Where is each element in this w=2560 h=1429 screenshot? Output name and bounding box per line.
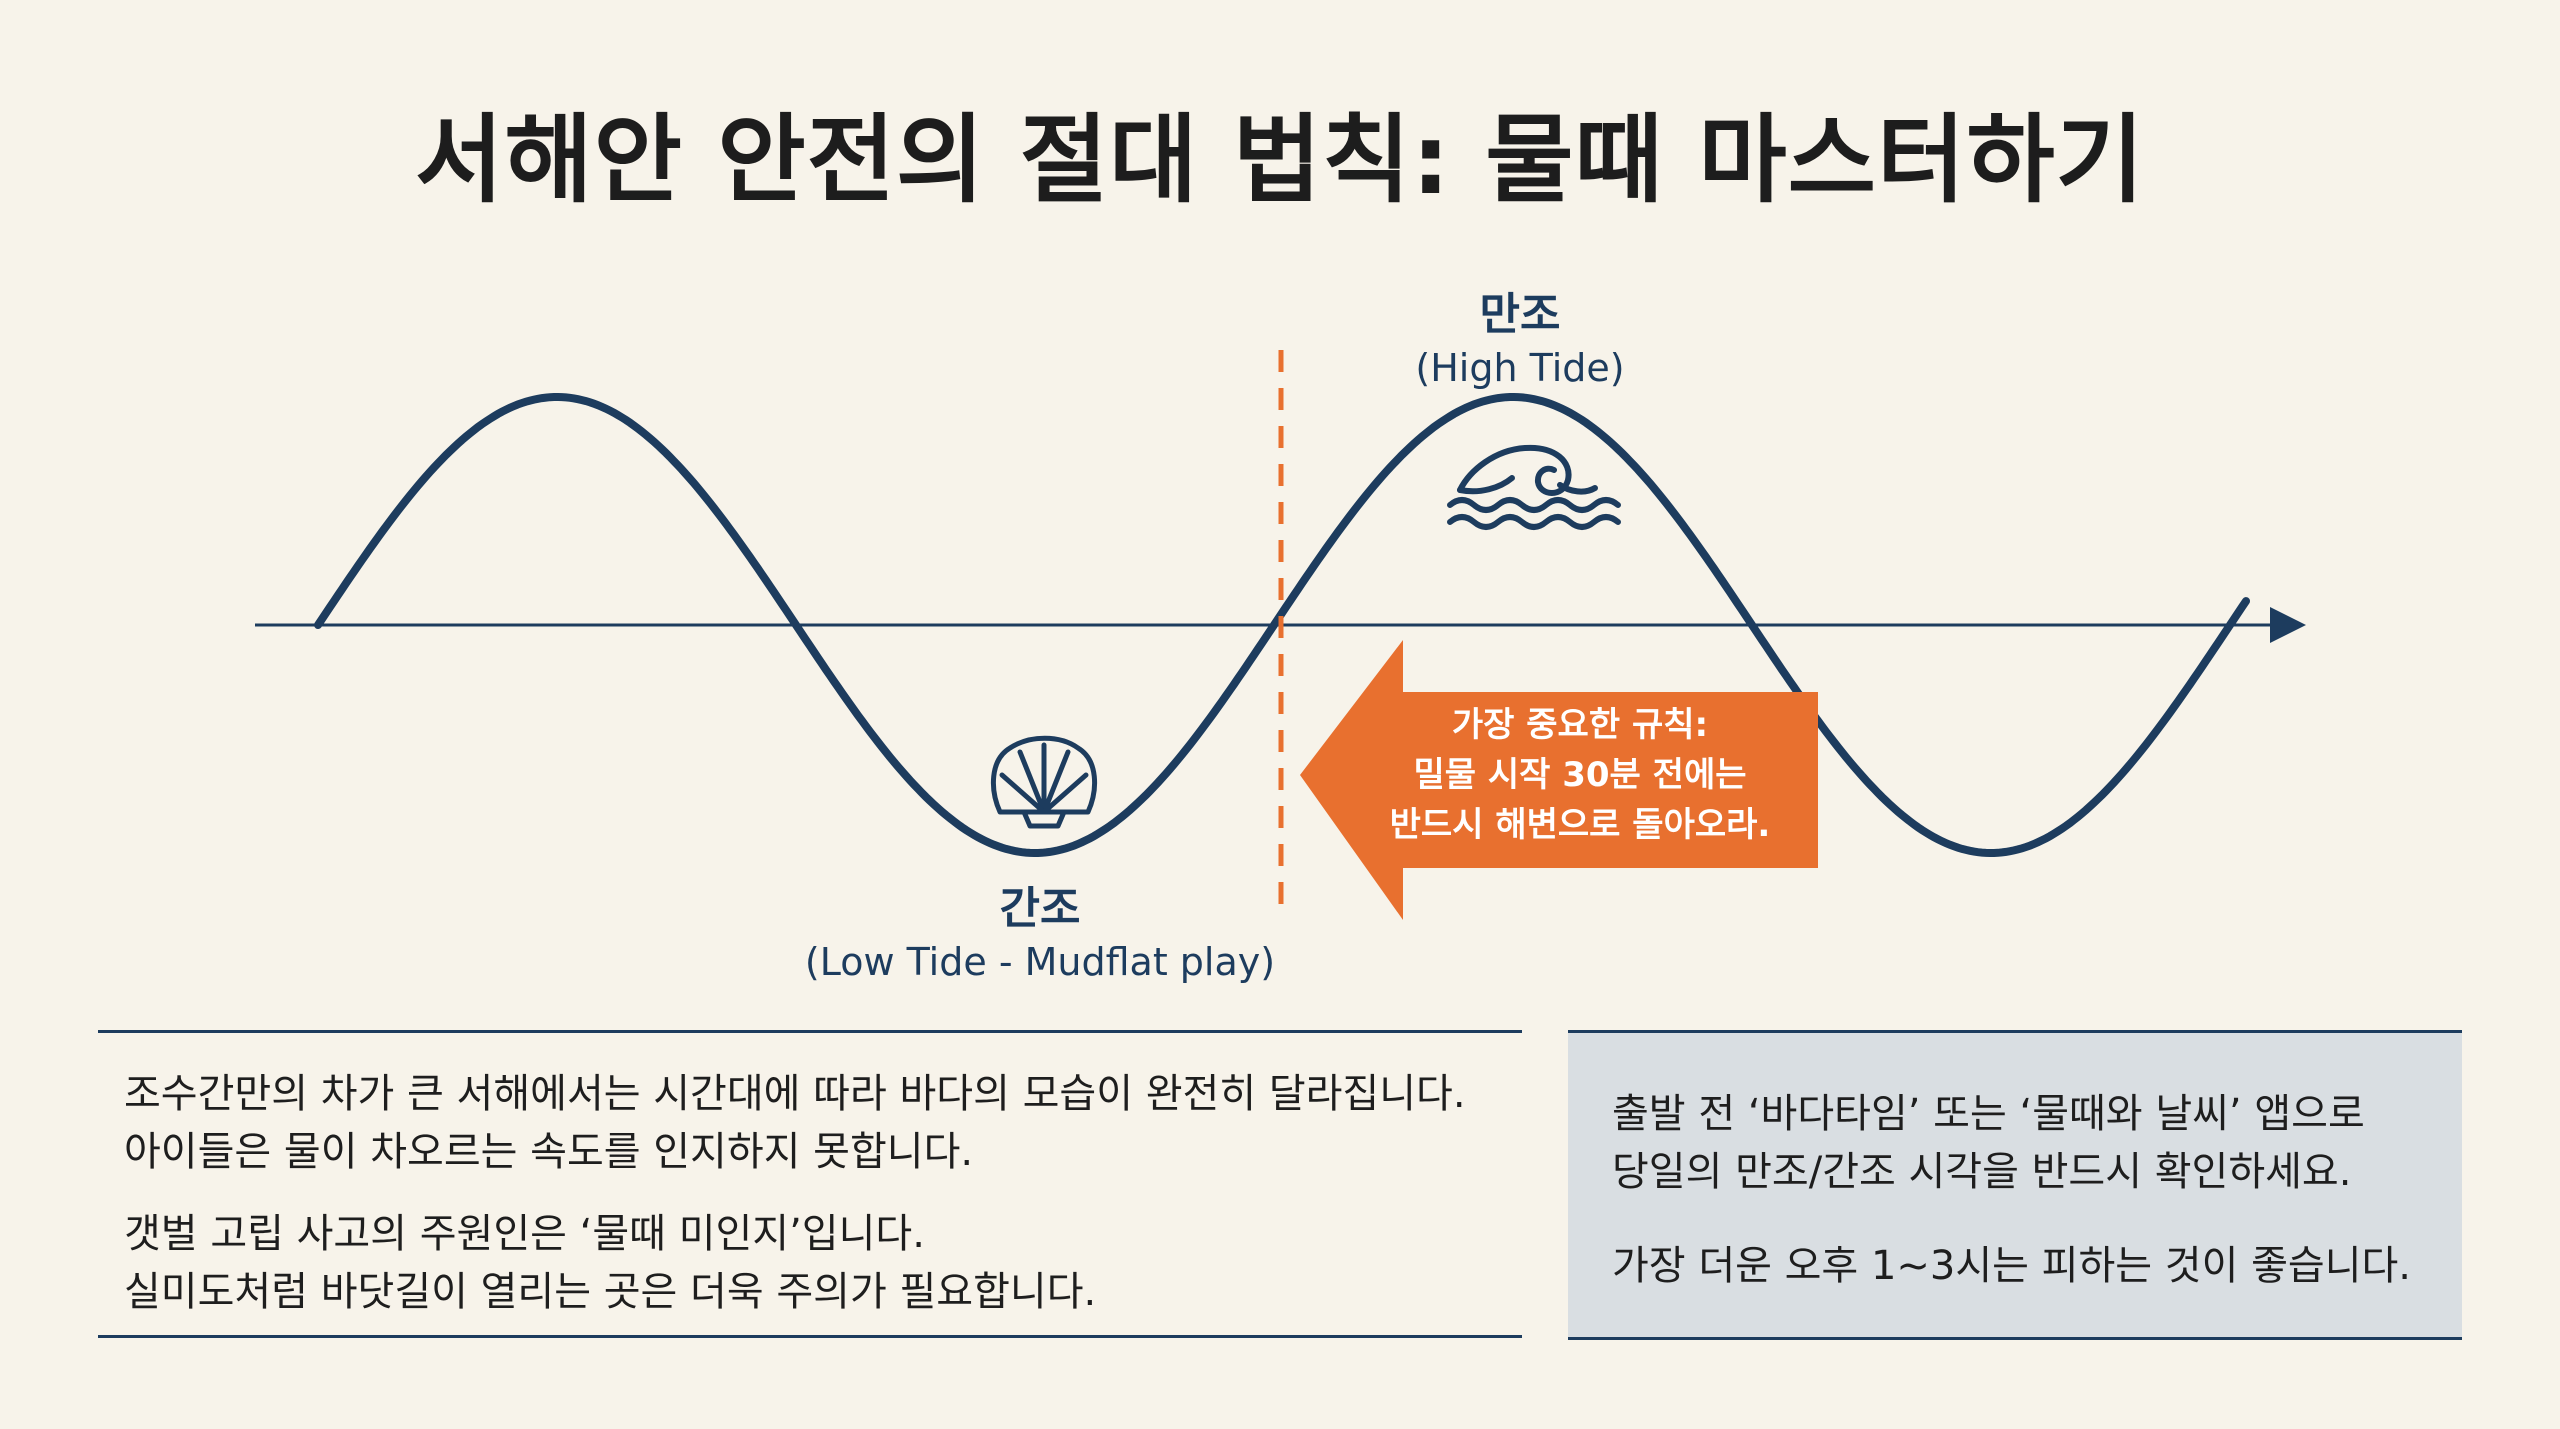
callout-text: 가장 중요한 규칙: 밀물 시작 30분 전에는 반드시 해변으로 돌아오라.: [1330, 700, 1830, 850]
tide-wave-curve: [314, 393, 2250, 857]
tip-paragraph: 가장 더운 오후 1~3시는 피하는 것이 좋습니다.: [1612, 1237, 2418, 1295]
high-tide-subtitle: (High Tide): [1415, 346, 1625, 390]
tip-paragraph: 출발 전 ‘바다타임’ 또는 ‘물때와 날씨’ 앱으로 당일의 만조/간조 시각…: [1612, 1085, 2418, 1201]
callout-line: 반드시 해변으로 돌아오라.: [1389, 805, 1771, 845]
info-line: 갯벌 고립 사고의 주원인은 ‘물때 미인지’입니다.: [124, 1211, 925, 1257]
low-tide-subtitle: (Low Tide - Mudflat play): [804, 940, 1276, 984]
tip-line: 당일의 만조/간조 시각을 반드시 확인하세요.: [1612, 1149, 2352, 1195]
callout-line: 밀물 시작 30분 전에는: [1413, 755, 1747, 795]
shell-icon: [990, 735, 1098, 829]
info-panel-left: 조수간만의 차가 큰 서해에서는 시간대에 따라 바다의 모습이 완전히 달라집…: [98, 1030, 1522, 1338]
low-tide-label: 간조 (Low Tide - Mudflat play): [740, 872, 1340, 984]
tip-line: 가장 더운 오후 1~3시는 피하는 것이 좋습니다.: [1612, 1243, 2412, 1289]
callout-arrow: [1300, 640, 1818, 920]
info-panel-right: 출발 전 ‘바다타임’ 또는 ‘물때와 날씨’ 앱으로 당일의 만조/간조 시각…: [1568, 1030, 2462, 1340]
low-tide-title: 간조: [999, 883, 1081, 934]
info-line: 아이들은 물이 차오르는 속도를 인지하지 못합니다.: [124, 1129, 974, 1175]
high-tide-title: 만조: [1479, 289, 1561, 340]
page-title: 서해안 안전의 절대 법칙: 물때 마스터하기: [415, 104, 2145, 216]
high-tide-label: 만조 (High Tide): [1370, 278, 1670, 390]
info-line: 실미도처럼 바닷길이 열리는 곳은 더욱 주의가 필요합니다.: [124, 1269, 1097, 1315]
tip-line: 출발 전 ‘바다타임’ 또는 ‘물때와 날씨’ 앱으로: [1612, 1091, 2365, 1137]
info-paragraph: 조수간만의 차가 큰 서해에서는 시간대에 따라 바다의 모습이 완전히 달라집…: [124, 1065, 1496, 1181]
callout-line: 가장 중요한 규칙:: [1451, 705, 1709, 745]
info-paragraph: 갯벌 고립 사고의 주원인은 ‘물때 미인지’입니다. 실미도처럼 바닷길이 열…: [124, 1205, 1496, 1321]
info-line: 조수간만의 차가 큰 서해에서는 시간대에 따라 바다의 모습이 완전히 달라집…: [124, 1071, 1466, 1117]
wave-icon: [1447, 444, 1621, 530]
